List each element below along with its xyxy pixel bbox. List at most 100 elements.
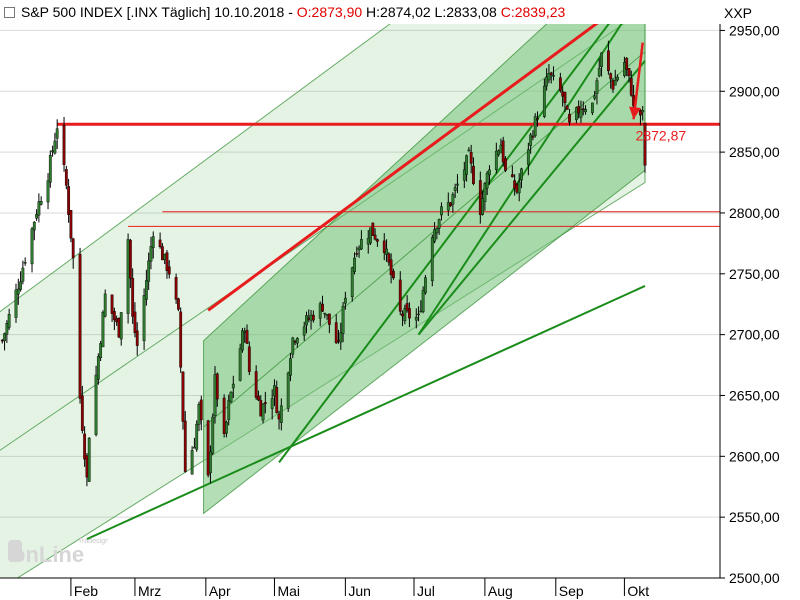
candle [206, 419, 210, 478]
candle-body [309, 314, 313, 321]
candle-body [563, 91, 567, 104]
candle-body [179, 311, 183, 368]
candle-body [195, 423, 199, 450]
candle [23, 257, 27, 266]
candle [67, 178, 71, 223]
candle [135, 322, 139, 356]
chart-title: S&P 500 INDEX [.INX Täglich] 10.10.2018 … [21, 4, 293, 20]
candle-body [623, 62, 626, 76]
candle-body [0, 339, 4, 342]
candle-body [565, 105, 569, 110]
candle-body [78, 254, 82, 399]
candle [126, 233, 130, 324]
candle [504, 156, 507, 173]
candle [302, 321, 306, 341]
candle [579, 100, 583, 123]
candle [629, 70, 633, 97]
candle-body [37, 201, 41, 216]
candle-body [62, 124, 66, 165]
candle-body [174, 277, 178, 300]
low-value: L:2833,08 [434, 4, 497, 20]
candle-body [417, 313, 420, 316]
candle-body [577, 106, 581, 114]
open-value: O:2873,90 [296, 4, 363, 20]
candle [353, 252, 356, 275]
candle [291, 336, 295, 359]
candle-body [94, 374, 98, 436]
svg-text:onLine: onLine [12, 542, 84, 567]
candle [440, 202, 443, 221]
candle [151, 231, 155, 259]
candle-body [295, 338, 299, 344]
candle-body [14, 289, 18, 318]
candle-body [625, 57, 629, 70]
candle [211, 413, 215, 456]
candle [295, 337, 299, 348]
candle-body [613, 80, 617, 86]
candle-body [247, 346, 251, 372]
candle [517, 173, 521, 202]
x-tick-label: Jun [348, 583, 371, 599]
candle-body [629, 78, 633, 96]
candle-body [193, 446, 196, 449]
candle [359, 230, 363, 251]
candle [323, 312, 327, 319]
candle-body [424, 277, 427, 294]
candle-body [584, 109, 587, 113]
candle-body [225, 421, 228, 434]
candle [574, 106, 578, 124]
candle-body [5, 323, 9, 335]
plot-layer: 2872,87 [0, 24, 720, 578]
candle [179, 307, 183, 373]
candle [565, 104, 569, 110]
annotation-label: 2872,87 [636, 127, 687, 143]
candle-body [403, 307, 407, 322]
candle-body [513, 180, 517, 189]
candle [99, 340, 103, 362]
candle [69, 210, 73, 243]
candle-body [321, 303, 324, 312]
candle-body [366, 237, 370, 245]
candle-body [293, 341, 297, 343]
candle-body [627, 68, 631, 77]
high-value: H:2874,02 [366, 4, 431, 20]
candle [190, 446, 194, 475]
candle [261, 403, 265, 424]
candle-body [497, 150, 501, 155]
candle-body [183, 420, 187, 472]
candle-body [339, 332, 343, 343]
candle-body [453, 187, 457, 191]
candle [558, 72, 562, 93]
candle-body [392, 270, 395, 279]
candle [46, 173, 50, 210]
candle [245, 324, 249, 345]
candle-body [318, 303, 322, 319]
candle [16, 278, 20, 305]
candle [241, 327, 244, 353]
candle-body [197, 404, 201, 425]
candle-body [209, 451, 212, 474]
candle [343, 291, 347, 310]
chart-header: S&P 500 INDEX [.INX Täglich] 10.10.2018 … [0, 0, 566, 24]
candle-body [531, 136, 535, 138]
candle-body [385, 248, 388, 255]
candle-body [483, 183, 487, 202]
candle [373, 228, 377, 241]
candle-body [158, 239, 162, 248]
candle [405, 295, 409, 313]
candle-body [341, 305, 345, 334]
header-checkbox[interactable] [4, 7, 15, 18]
candle-body [568, 113, 571, 123]
candle [21, 260, 25, 285]
candle-body [131, 278, 135, 317]
candle [375, 238, 379, 247]
y-tick-label: 2500,00 [729, 570, 780, 586]
candle [48, 150, 52, 188]
candle [181, 371, 185, 430]
candle-body [112, 311, 116, 321]
candle-body [261, 403, 265, 421]
candle-body [451, 194, 455, 205]
candle-body [440, 206, 443, 216]
